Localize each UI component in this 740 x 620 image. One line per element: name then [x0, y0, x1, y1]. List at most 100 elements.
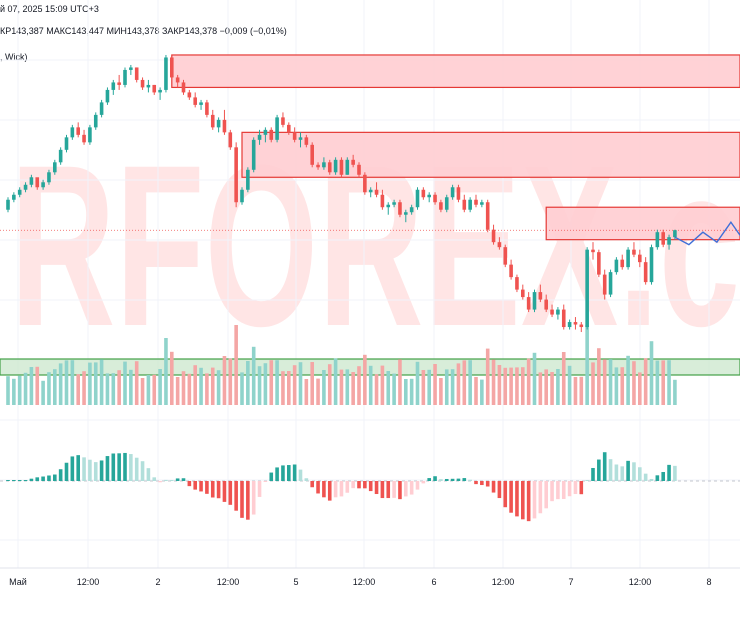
volume-bar — [222, 356, 227, 405]
volume-bar — [339, 369, 344, 405]
candle-body — [532, 292, 537, 310]
osc-bar — [53, 474, 57, 481]
candle-body — [58, 149, 63, 163]
time-tick-label: Май — [9, 577, 27, 587]
candle — [404, 209, 408, 223]
osc-bar — [199, 481, 203, 492]
candle-body — [550, 309, 554, 315]
candle — [53, 159, 57, 175]
candle-body — [129, 67, 133, 70]
osc-bar — [409, 481, 414, 495]
osc-bar — [386, 481, 391, 499]
candle-body — [111, 82, 116, 90]
candle-body — [82, 134, 86, 143]
osc-bar — [240, 481, 244, 518]
indicator-label: , Wick) — [0, 52, 28, 62]
candle — [632, 242, 636, 258]
osc-bar — [158, 481, 162, 483]
candle — [269, 127, 274, 143]
osc-bar — [544, 481, 548, 509]
candle-body — [567, 322, 572, 328]
volume-bar — [526, 358, 531, 405]
osc-bar — [404, 481, 408, 497]
osc-bar — [526, 481, 531, 522]
candle-body — [561, 309, 566, 328]
candle — [257, 129, 262, 145]
volume-bar — [134, 361, 139, 405]
candle — [462, 194, 467, 213]
volume-bar — [427, 369, 431, 405]
candle-body — [643, 262, 648, 283]
osc-bar — [538, 481, 543, 514]
candle-body — [140, 79, 145, 88]
candle — [170, 57, 174, 80]
osc-bar — [327, 481, 332, 501]
candle — [134, 67, 139, 83]
osc-bar — [111, 453, 116, 481]
candle-body — [170, 57, 174, 78]
volume-bar — [398, 359, 402, 405]
candle — [193, 92, 197, 108]
osc-bar — [602, 452, 607, 481]
candle-body — [205, 102, 209, 115]
candle-body — [339, 159, 344, 175]
candle-body — [386, 204, 391, 208]
osc-bar — [450, 478, 455, 481]
time-tick-label: 7 — [568, 577, 573, 587]
candle — [620, 254, 625, 270]
candle — [368, 187, 373, 198]
candle-body — [287, 124, 291, 133]
resistance-zone-1 — [241, 131, 740, 178]
osc-bar — [608, 459, 613, 481]
candle — [638, 249, 642, 268]
volume-bar — [23, 372, 28, 405]
candle-body — [88, 127, 92, 143]
candle-body — [123, 69, 127, 85]
volume-bar — [205, 373, 209, 405]
candle — [117, 74, 121, 90]
osc-bar — [579, 481, 584, 495]
osc-bar — [620, 466, 625, 481]
volume-bar — [474, 377, 478, 405]
osc-bar — [64, 462, 69, 481]
candle — [550, 304, 554, 318]
candle — [661, 229, 665, 248]
volume-bar — [351, 372, 355, 405]
volume-bar — [146, 375, 151, 405]
candle — [456, 184, 461, 203]
candle — [58, 147, 63, 165]
candle — [398, 199, 402, 218]
candle-body — [164, 57, 168, 90]
volume-bar — [210, 367, 215, 405]
volume-bar — [257, 366, 262, 405]
candle — [99, 99, 104, 118]
candle-body — [322, 162, 326, 168]
volume-bar — [234, 325, 238, 405]
candle — [327, 159, 332, 175]
volume-bar — [608, 359, 613, 405]
volume-bar — [556, 369, 560, 405]
candle-body — [93, 114, 98, 128]
candle-body — [17, 189, 22, 195]
candle-body — [655, 232, 660, 248]
volume-bar — [304, 379, 309, 405]
forecast-line — [674, 220, 740, 246]
volume-bar — [129, 369, 133, 405]
candle — [450, 184, 455, 200]
candle — [515, 274, 519, 293]
price-zones — [0, 54, 740, 376]
osc-bar — [310, 481, 314, 488]
candle-body — [327, 162, 332, 173]
time-tick-label: 12:00 — [353, 577, 376, 587]
osc-bar — [573, 481, 578, 495]
osc-bar — [123, 452, 127, 481]
candle-body — [480, 202, 484, 205]
candle — [175, 74, 180, 88]
date-line: й 07, 2025 15:09 UTC+3 — [0, 4, 99, 14]
candle-body — [228, 132, 233, 148]
candle-body — [614, 259, 619, 273]
candle-body — [667, 237, 671, 245]
candle — [187, 89, 192, 100]
volume-bar — [175, 377, 180, 405]
